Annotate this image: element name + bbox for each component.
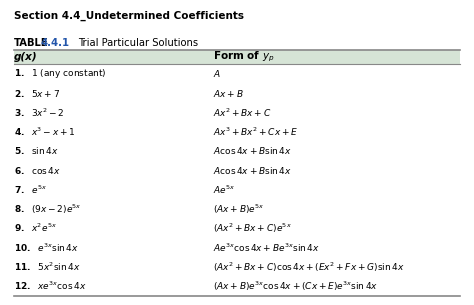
Text: $Ax^2 + Bx + C$: $Ax^2 + Bx + C$ [213,106,272,119]
Text: TABLE: TABLE [14,38,49,48]
Text: $A\cos 4x + B\sin 4x$: $A\cos 4x + B\sin 4x$ [213,165,292,176]
Text: $\mathbf{12.}$  $xe^{3x} \cos 4x$: $\mathbf{12.}$ $xe^{3x} \cos 4x$ [14,280,87,292]
FancyBboxPatch shape [14,50,460,64]
Text: $\mathbf{9.}$  $x^2 e^{5x}$: $\mathbf{9.}$ $x^2 e^{5x}$ [14,222,57,235]
Text: $Ax + B$: $Ax + B$ [213,88,244,99]
Text: $(Ax + B)e^{5x}$: $(Ax + B)e^{5x}$ [213,202,265,216]
Text: g(x): g(x) [14,52,38,62]
Text: $\mathbf{5.}$  $\sin 4x$: $\mathbf{5.}$ $\sin 4x$ [14,145,59,156]
Text: Form of $y_p$: Form of $y_p$ [213,50,275,64]
Text: $\mathbf{2.}$  $5x + 7$: $\mathbf{2.}$ $5x + 7$ [14,88,61,99]
Text: $(Ax^2 + Bx + C)\cos 4x + (Ex^2 + Fx + G)\sin 4x$: $(Ax^2 + Bx + C)\cos 4x + (Ex^2 + Fx + G… [213,260,405,274]
Text: $Ae^{5x}$: $Ae^{5x}$ [213,183,236,196]
Text: $\mathbf{6.}$  $\cos 4x$: $\mathbf{6.}$ $\cos 4x$ [14,165,61,176]
Text: $\mathbf{8.}$  $(9x - 2)e^{5x}$: $\mathbf{8.}$ $(9x - 2)e^{5x}$ [14,202,82,216]
Text: $\mathbf{1.}$  1 (any constant): $\mathbf{1.}$ 1 (any constant) [14,67,107,80]
Text: $\mathbf{11.}$  $5x^2 \sin 4x$: $\mathbf{11.}$ $5x^2 \sin 4x$ [14,261,81,273]
Text: $\mathbf{7.}$  $e^{5x}$: $\mathbf{7.}$ $e^{5x}$ [14,183,47,196]
Text: Section 4.4_Undetermined Coefficients: Section 4.4_Undetermined Coefficients [14,11,244,21]
Text: $\mathbf{10.}$  $e^{3x} \sin 4x$: $\mathbf{10.}$ $e^{3x} \sin 4x$ [14,241,79,254]
Text: $A$: $A$ [213,68,221,79]
Text: $(Ax^2 + Bx + C)e^{5x}$: $(Ax^2 + Bx + C)e^{5x}$ [213,221,292,235]
Text: $Ae^{3x}\cos 4x + Be^{3x}\sin 4x$: $Ae^{3x}\cos 4x + Be^{3x}\sin 4x$ [213,241,320,254]
Text: 4.4.1: 4.4.1 [40,38,69,48]
Text: $(Ax + B)e^{3x}\cos 4x + (Cx + E)e^{3x}\sin 4x$: $(Ax + B)e^{3x}\cos 4x + (Cx + E)e^{3x}\… [213,279,378,293]
Text: Trial Particular Solutions: Trial Particular Solutions [78,38,198,48]
Text: $\mathbf{3.}$  $3x^2 - 2$: $\mathbf{3.}$ $3x^2 - 2$ [14,106,65,119]
Text: $A\cos 4x + B\sin 4x$: $A\cos 4x + B\sin 4x$ [213,145,292,156]
Text: $Ax^3 + Bx^2 + Cx + E$: $Ax^3 + Bx^2 + Cx + E$ [213,125,299,138]
Text: $\mathbf{4.}$  $x^3 - x + 1$: $\mathbf{4.}$ $x^3 - x + 1$ [14,125,76,138]
